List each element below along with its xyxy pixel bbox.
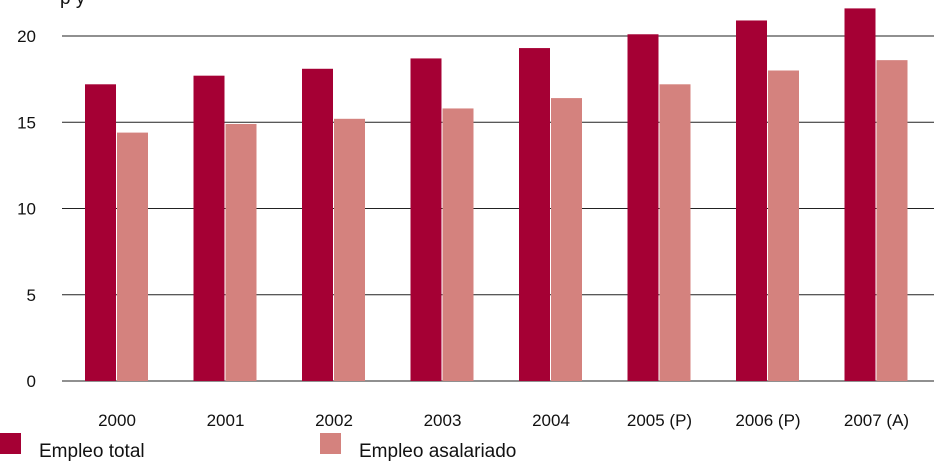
bar-empleo-asalariado-2005p [659,84,691,382]
bar-empleo-total-2001 [193,75,225,382]
bar-empleo-asalariado-2007a [876,60,908,382]
bars [85,8,908,382]
y-tick-label: 10 [17,200,36,219]
bar-empleo-total-2007a [844,8,876,382]
y-axis-tick-labels: 0 5 10 15 20 [17,27,36,391]
bar-empleo-total-2003 [410,58,442,382]
legend-label-empleo-asalariado: Empleo asalariado [359,441,517,462]
grid-lines [62,35,934,382]
y-tick-label: 15 [17,113,36,132]
x-tick-label: 2001 [207,411,245,430]
legend-item-empleo-total: Empleo total [0,432,145,462]
y-tick-label: 5 [27,286,36,305]
bar-empleo-asalariado-2002 [334,118,365,382]
legend-swatch-empleo-total [0,432,21,454]
bar-empleo-asalariado-2003 [442,108,474,381]
bar-empleo-total-2005p [627,34,659,382]
bar-empleo-asalariado-2001 [225,123,257,381]
bar-empleo-total-2000 [85,84,116,382]
legend-label-empleo-total: Empleo total [39,441,145,462]
bar-empleo-asalariado-2006p [768,70,799,381]
bar-empleo-total-2002 [302,68,333,382]
x-tick-label: 2007 (A) [844,411,909,430]
x-axis-tick-labels: 2000 2001 2002 2003 2004 2005 (P) 2006 (P) 2007… [98,411,909,430]
x-tick-label: 2000 [98,411,136,430]
bar-empleo-asalariado-2004 [551,98,582,381]
x-tick-label: 2005 (P) [627,411,692,430]
bar-empleo-total-2004 [519,48,550,381]
bar-empleo-asalariado-2000 [117,132,148,381]
x-tick-label: 2003 [424,411,462,430]
chart-title-partial: p y [60,0,85,10]
legend: Empleo total Empleo asalariado [0,432,934,473]
y-tick-label: 0 [27,372,36,391]
x-tick-label: 2006 (P) [735,411,800,430]
y-tick-label: 20 [17,27,36,46]
x-tick-label: 2002 [315,411,353,430]
bar-empleo-total-2006p [736,20,767,381]
x-tick-label: 2004 [532,411,570,430]
legend-swatch-empleo-asalariado [320,432,341,454]
legend-item-empleo-asalariado: Empleo asalariado [320,432,516,462]
